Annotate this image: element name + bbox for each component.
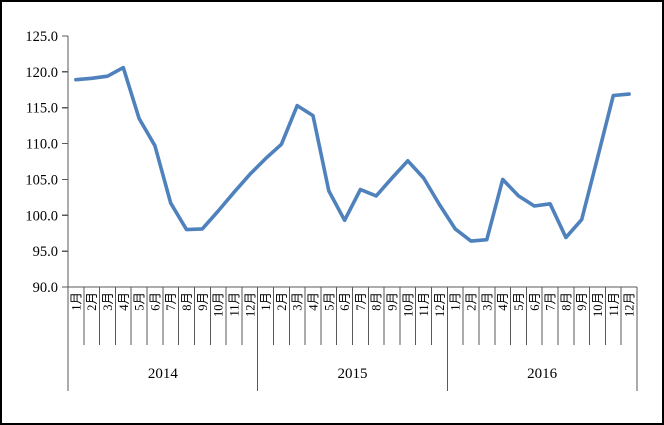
x-month-label: 2月 bbox=[465, 292, 479, 311]
x-month-label: 7月 bbox=[544, 292, 558, 311]
x-month-label: 5月 bbox=[133, 292, 147, 311]
x-month-label: 9月 bbox=[575, 292, 589, 311]
x-year-label: 2014 bbox=[148, 366, 179, 382]
y-axis-label: 95.0 bbox=[33, 244, 58, 260]
x-month-label: 4月 bbox=[306, 292, 320, 311]
x-month-label: 12月 bbox=[433, 292, 447, 317]
x-month-label: 12月 bbox=[623, 292, 637, 317]
x-month-label: 9月 bbox=[196, 292, 210, 311]
x-month-label: 10月 bbox=[591, 292, 605, 317]
x-month-label: 12月 bbox=[243, 292, 257, 317]
x-month-label: 1月 bbox=[259, 292, 273, 311]
y-axis-label: 115.0 bbox=[26, 101, 58, 117]
x-month-label: 5月 bbox=[512, 292, 526, 311]
x-month-label: 2月 bbox=[85, 292, 99, 311]
x-month-label: 1月 bbox=[449, 292, 463, 311]
x-month-label: 4月 bbox=[117, 292, 131, 311]
x-month-label: 8月 bbox=[370, 292, 384, 311]
x-month-label: 2月 bbox=[275, 292, 289, 311]
y-axis-label: 105.0 bbox=[25, 172, 58, 188]
x-month-label: 5月 bbox=[322, 292, 336, 311]
x-month-label: 11月 bbox=[607, 292, 621, 317]
x-month-label: 4月 bbox=[496, 292, 510, 311]
x-month-label: 10月 bbox=[212, 292, 226, 317]
x-month-label: 6月 bbox=[338, 292, 352, 311]
x-month-label: 8月 bbox=[180, 292, 194, 311]
y-axis-label: 90.0 bbox=[33, 280, 58, 296]
x-month-label: 7月 bbox=[354, 292, 368, 311]
y-axis-label: 110.0 bbox=[26, 137, 58, 153]
x-month-label: 3月 bbox=[101, 292, 115, 311]
data-series-line bbox=[74, 65, 631, 243]
x-year-label: 2015 bbox=[338, 366, 368, 382]
x-month-label: 11月 bbox=[227, 292, 241, 317]
y-axis-label: 125.0 bbox=[25, 29, 58, 45]
x-month-label: 6月 bbox=[148, 292, 162, 311]
x-month-label: 9月 bbox=[386, 292, 400, 311]
x-month-label: 10月 bbox=[401, 292, 415, 317]
y-axis-label: 100.0 bbox=[25, 208, 58, 224]
y-axis-label: 120.0 bbox=[25, 65, 58, 81]
x-month-label: 8月 bbox=[559, 292, 573, 311]
x-year-label: 2016 bbox=[527, 366, 558, 382]
x-month-label: 6月 bbox=[528, 292, 542, 311]
x-month-label: 11月 bbox=[417, 292, 431, 317]
x-month-label: 3月 bbox=[291, 292, 305, 311]
x-month-label: 3月 bbox=[480, 292, 494, 311]
x-month-label: 7月 bbox=[164, 292, 178, 311]
x-month-label: 1月 bbox=[69, 292, 83, 311]
